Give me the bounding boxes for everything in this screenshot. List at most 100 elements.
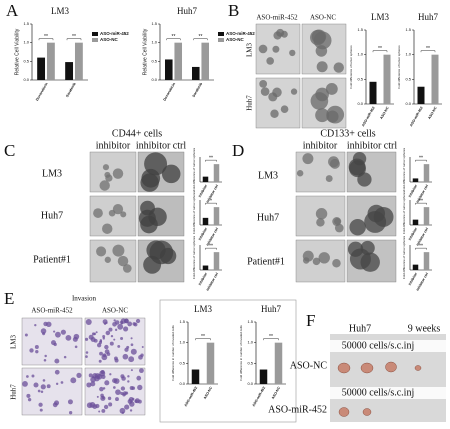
sphere: [85, 355, 88, 358]
row-label: ASO-NC: [290, 360, 328, 371]
sphere: [117, 255, 129, 267]
y-tick-label: 0.0: [179, 381, 185, 386]
sphere: [54, 331, 61, 338]
sphere: [302, 257, 310, 264]
bar: [423, 164, 430, 182]
sphere: [141, 346, 144, 349]
sphere: [316, 61, 328, 73]
sphere: [318, 252, 330, 264]
sphere: [29, 348, 34, 353]
bar: [201, 42, 210, 80]
sphere: [93, 332, 97, 336]
sphere: [65, 334, 72, 341]
sphere: [325, 175, 333, 183]
sphere: [90, 381, 96, 387]
bar-chart: Fold difference of tumor spheres inhibito…: [402, 147, 432, 204]
bar: [37, 57, 46, 80]
sphere: [101, 354, 108, 361]
bar-chart: Fold difference of tumor spheres inhibito…: [192, 147, 222, 204]
legend-label: ASO-miR-452: [226, 31, 255, 36]
sphere: [99, 339, 103, 342]
panel-letter: D: [232, 141, 244, 160]
y-tick-label: 1.5: [357, 27, 363, 32]
y-tick-label: 1.0: [23, 40, 29, 45]
sphere: [296, 169, 304, 177]
sphere: [34, 345, 39, 349]
sphere: [31, 374, 35, 378]
sphere: [26, 393, 31, 398]
x-tick-label: ASO-NC: [271, 386, 282, 400]
sphere: [333, 62, 344, 73]
bar: [417, 86, 425, 104]
y-tick-label: 1.0: [405, 52, 411, 57]
y-tick-label: 1.5: [23, 21, 29, 26]
sphere: [99, 351, 103, 356]
bar: [213, 207, 220, 225]
x-tick-label: ASO-miR-452: [409, 106, 424, 127]
sphere: [272, 45, 280, 53]
significance-label: **: [201, 334, 205, 340]
sphere: [110, 334, 114, 338]
sphere: [280, 30, 288, 38]
sphere: [24, 333, 28, 337]
sphere: [55, 382, 59, 386]
sphere: [273, 31, 282, 40]
sphere: [40, 384, 46, 390]
row-label: Huh7: [246, 95, 254, 111]
sphere: [129, 409, 133, 412]
sphere: [112, 203, 124, 215]
injection-label: 50000 cells/s.c.inj: [342, 340, 415, 351]
sphere: [139, 368, 144, 374]
y-tick-label: 1.0: [357, 52, 363, 57]
x-tick-label: inhibitor: [198, 226, 209, 241]
row-label: Patient#1: [247, 256, 285, 267]
sphere: [127, 380, 130, 383]
y-axis-label: Fold difference of tumor spheres: [402, 235, 406, 279]
sphere: [86, 402, 93, 409]
sphere: [315, 87, 329, 102]
micrograph: [21, 367, 83, 416]
chart-title: LM3: [51, 6, 70, 16]
sphere: [112, 244, 125, 257]
sphere: [270, 109, 279, 118]
tumor: [360, 362, 374, 374]
sphere: [114, 356, 118, 361]
sphere: [127, 321, 133, 327]
row-label: Huh7: [41, 210, 63, 221]
significance-label: **: [378, 46, 382, 52]
chart-title: Huh7: [177, 6, 197, 16]
sphere: [128, 356, 135, 363]
sphere: [127, 399, 133, 404]
sphere: [104, 256, 111, 263]
sphere: [280, 105, 289, 114]
sphere: [117, 323, 124, 330]
x-tick-label: Doxorubicin: [35, 82, 49, 102]
sphere: [113, 319, 116, 322]
legend-label: ASO-miR-452: [100, 31, 129, 36]
sphere: [134, 399, 138, 404]
sphere: [70, 377, 77, 384]
y-tick-label: 0.5: [247, 360, 253, 365]
sphere: [127, 375, 130, 378]
legend-swatch: [92, 32, 98, 36]
bar: [383, 54, 391, 104]
sphere: [95, 331, 98, 334]
sphere: [91, 375, 95, 379]
x-tick-label: Doxorubicin: [162, 82, 176, 102]
sphere: [106, 352, 111, 356]
y-tick-label: 0.5: [405, 76, 411, 81]
sphere: [137, 399, 142, 404]
bar: [202, 217, 209, 225]
y-axis-label: Fold difference of tumor spheres: [402, 190, 406, 234]
sphere: [332, 259, 341, 268]
bar: [423, 252, 430, 270]
sphere: [290, 88, 298, 95]
significance-label: **: [199, 34, 203, 40]
micrograph: [89, 239, 137, 283]
sphere: [105, 330, 111, 336]
sphere: [161, 164, 181, 184]
chart-title: Huh7: [261, 304, 281, 314]
column-label: ASO-NC: [310, 14, 336, 22]
sphere: [86, 382, 92, 388]
sphere: [43, 358, 47, 362]
